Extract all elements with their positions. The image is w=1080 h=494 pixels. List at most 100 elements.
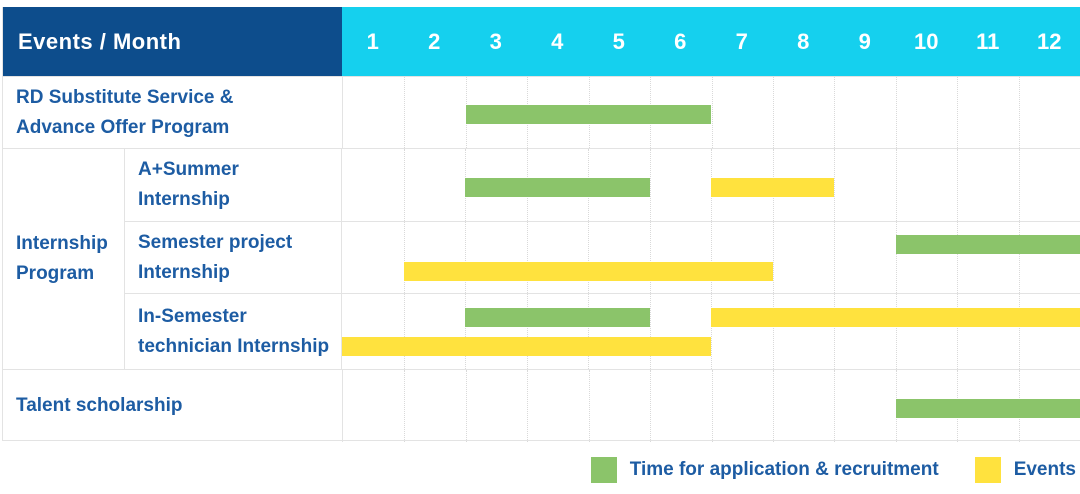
month-header-cell: 2 xyxy=(428,28,441,54)
row-label-line: Internship xyxy=(138,261,230,283)
month-gridline xyxy=(895,77,897,148)
table-header-row: Events / Month 1 2 3 4 5 6 7 8 9 10 11 12 xyxy=(3,7,1080,76)
events-month-header: Events / Month xyxy=(3,7,342,76)
row-label: A+Summer Internship xyxy=(125,149,341,221)
row-label-line: Advance Offer Program xyxy=(16,116,230,138)
recruitment-bar xyxy=(465,307,650,327)
events-bar xyxy=(711,177,834,197)
month-gridline xyxy=(834,77,836,148)
month-header-cell: 4 xyxy=(551,28,564,54)
chart-cell xyxy=(342,77,1080,148)
row-label: RD Substitute Service & Advance Offer Pr… xyxy=(3,77,342,148)
month-gridline xyxy=(403,294,405,369)
month-gridline xyxy=(711,370,713,442)
month-gridline xyxy=(465,370,467,442)
recruitment-bar xyxy=(465,105,712,125)
legend: Time for application & recruitment Event… xyxy=(590,455,1076,485)
month-header-cell: 1 xyxy=(366,28,379,54)
month-gridline xyxy=(711,294,712,369)
legend-item-events: Events xyxy=(974,457,1076,483)
month-header-cell: 10 xyxy=(914,28,939,54)
month-gridline xyxy=(1018,77,1020,148)
month-gridline xyxy=(649,222,651,293)
row-label: In-Semester technician Internship xyxy=(125,294,341,369)
schedule-table: Events / Month 1 2 3 4 5 6 7 8 9 10 11 12 RD Substi… xyxy=(2,7,1080,442)
chart-cell xyxy=(341,294,1080,369)
month-gridline xyxy=(895,222,897,293)
month-gridline xyxy=(588,222,589,293)
chart-cell xyxy=(341,149,1080,221)
month-header-cell: 12 xyxy=(1037,28,1062,54)
month-gridline xyxy=(1018,149,1020,221)
group-label-line: Program xyxy=(16,263,95,284)
legend-item-recruitment: Time for application & recruitment xyxy=(590,457,939,483)
recruitment-swatch-icon xyxy=(590,457,617,483)
group-label: Internship Program xyxy=(3,149,125,369)
month-header-row: 1 2 3 4 5 6 7 8 9 10 11 12 xyxy=(342,7,1080,76)
chart-cell xyxy=(342,370,1080,442)
month-gridline xyxy=(404,77,406,148)
month-gridline xyxy=(772,294,774,369)
row-semester-project-internship: Semester project Internship xyxy=(125,221,1080,293)
month-gridline xyxy=(526,294,528,369)
events-bar xyxy=(711,307,1080,327)
row-label-line: Semester project xyxy=(138,231,293,253)
month-gridline xyxy=(834,149,835,221)
row-label-line: RD Substitute Service & xyxy=(16,86,234,108)
legend-label: Events xyxy=(1013,459,1076,480)
month-gridline xyxy=(957,149,958,221)
chart-cell xyxy=(341,222,1080,293)
events-bar xyxy=(342,336,711,356)
month-gridline xyxy=(1018,294,1020,369)
month-gridline xyxy=(650,370,652,442)
recruitment-bar xyxy=(895,398,1080,418)
month-gridline xyxy=(772,77,774,148)
month-gridline xyxy=(834,294,835,369)
month-gridline xyxy=(834,222,835,293)
month-gridline xyxy=(465,222,466,293)
month-header-cell: 5 xyxy=(612,28,625,54)
row-label-line: A+Summer xyxy=(138,159,239,180)
month-gridline xyxy=(711,222,712,293)
row-a-plus-summer-internship: A+Summer Internship xyxy=(125,149,1080,221)
row-in-semester-technician-internship: In-Semester technician Internship xyxy=(125,293,1080,369)
group-label-line: Internship xyxy=(16,233,108,254)
row-rd-substitute-service: RD Substitute Service & Advance Offer Pr… xyxy=(3,76,1080,148)
month-header-cell: 9 xyxy=(858,28,871,54)
events-bar xyxy=(403,262,773,282)
events-swatch-icon xyxy=(974,457,1001,483)
month-gridline xyxy=(834,370,836,442)
month-gridline xyxy=(1018,222,1020,293)
month-gridline xyxy=(403,222,405,293)
group-rows: A+Summer Internship Semester project Int… xyxy=(125,149,1080,369)
month-header-cell: 7 xyxy=(735,28,748,54)
month-gridline xyxy=(588,294,589,369)
month-gridline xyxy=(895,149,897,221)
month-gridline xyxy=(526,222,528,293)
table-body: RD Substitute Service & Advance Offer Pr… xyxy=(3,76,1080,442)
month-gridline xyxy=(772,222,774,293)
month-gridline xyxy=(649,294,651,369)
month-gridline xyxy=(957,222,958,293)
month-gridline xyxy=(772,370,774,442)
row-label-line: Talent scholarship xyxy=(16,395,183,416)
row-label-line: Internship xyxy=(138,189,230,210)
month-gridline xyxy=(649,149,651,221)
month-gridline xyxy=(527,370,529,442)
month-gridline xyxy=(465,294,466,369)
month-header-cell: 6 xyxy=(674,28,687,54)
internship-program-group: Internship Program A+Summer Internship S… xyxy=(3,148,1080,369)
recruitment-bar xyxy=(895,234,1080,254)
legend-label: Time for application & recruitment xyxy=(629,459,939,480)
month-header-cell: 11 xyxy=(976,28,1000,54)
recruitment-bar xyxy=(465,177,650,197)
row-label: Talent scholarship xyxy=(3,370,342,442)
month-gridline xyxy=(957,77,959,148)
row-label-line: In-Semester xyxy=(138,305,247,327)
month-gridline xyxy=(404,370,406,442)
row-label-line: technician Internship xyxy=(138,335,330,357)
month-gridline xyxy=(403,149,405,221)
month-gridline xyxy=(588,370,590,442)
row-label: Semester project Internship xyxy=(125,222,341,293)
